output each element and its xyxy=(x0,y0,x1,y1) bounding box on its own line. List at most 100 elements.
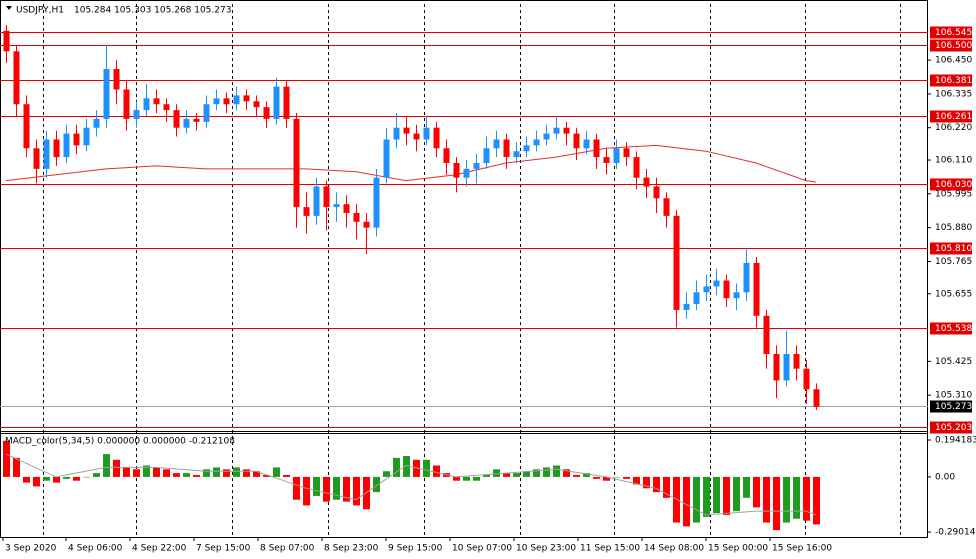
macd-bar xyxy=(313,476,320,496)
candle-body xyxy=(423,127,430,140)
level-tag xyxy=(930,421,972,434)
macd-bar xyxy=(153,467,160,477)
macd-bar xyxy=(253,471,260,477)
candle-body xyxy=(593,139,600,158)
candle-body xyxy=(413,133,420,140)
macd-bar xyxy=(733,476,740,512)
macd-y-tick-label: 0.194183 xyxy=(935,435,976,445)
candle-body xyxy=(513,151,520,158)
y-tick-label: 105.655 xyxy=(935,289,972,299)
candle-body xyxy=(233,95,240,105)
level-tag xyxy=(930,74,972,87)
candle-body xyxy=(763,315,770,355)
candle-body xyxy=(623,148,630,158)
macd-bar xyxy=(83,476,90,478)
candle-body xyxy=(313,186,320,216)
macd-bar xyxy=(593,476,600,479)
macd-bar xyxy=(703,476,710,517)
macd-bar xyxy=(453,476,460,481)
x-tick-label: 14 Sep 08:00 xyxy=(644,544,704,554)
level-tag xyxy=(930,242,972,255)
plot-frame xyxy=(0,0,928,538)
level-tag xyxy=(930,178,972,191)
candle-body xyxy=(813,389,820,407)
macd-bar xyxy=(283,475,290,477)
candle-body xyxy=(463,168,470,178)
macd-bar xyxy=(113,459,120,477)
macd-bar xyxy=(373,476,380,493)
macd-bar xyxy=(343,476,350,502)
quote: 105.284 105.303 105.268 105.273 xyxy=(74,6,231,16)
candle-body xyxy=(383,139,390,178)
x-tick-label: 3 Sep 2020 xyxy=(5,544,57,554)
candle-body xyxy=(783,354,790,381)
candle-body xyxy=(113,68,120,90)
macd-bar xyxy=(143,465,150,477)
macd-bar xyxy=(133,469,140,477)
level-tag xyxy=(930,26,972,39)
x-tick-label: 4 Sep 06:00 xyxy=(68,544,123,554)
y-tick-label: 105.995 xyxy=(935,189,972,199)
candle-body xyxy=(393,127,400,140)
x-tick-label: 4 Sep 22:00 xyxy=(132,544,187,554)
macd-bar xyxy=(303,476,310,506)
candle-body xyxy=(283,86,290,119)
candle-body xyxy=(493,139,500,149)
level-tag xyxy=(930,110,972,123)
macd-bar xyxy=(213,467,220,477)
macd-bar xyxy=(693,476,700,523)
macd-y-tick-label: -0.290149 xyxy=(935,528,976,538)
candle-body xyxy=(243,95,250,102)
x-tick-label: 7 Sep 15:00 xyxy=(196,544,251,554)
macd-bar xyxy=(583,473,590,477)
macd-bar xyxy=(403,455,410,477)
candle-body xyxy=(293,118,300,208)
candle-body xyxy=(263,107,270,119)
macd-bar xyxy=(263,475,270,477)
macd-bar xyxy=(463,476,470,481)
y-tick-label: 105.765 xyxy=(935,257,972,267)
candle-body xyxy=(603,157,610,163)
macd-bar xyxy=(13,457,20,477)
macd-bar xyxy=(563,469,570,477)
macd-bar xyxy=(293,476,300,500)
y-tick-label: 106.220 xyxy=(935,123,972,133)
macd-bar xyxy=(433,465,440,477)
candle-body xyxy=(453,162,460,178)
candle-body xyxy=(753,262,760,316)
candle-body xyxy=(133,110,140,119)
candle-body xyxy=(563,127,570,134)
candle-body xyxy=(183,118,190,128)
macd-bar xyxy=(473,476,480,481)
macd-bar xyxy=(803,476,810,521)
macd-bar xyxy=(713,476,720,514)
x-tick-label: 15 Sep 16:00 xyxy=(772,544,832,554)
y-tick-label: 106.110 xyxy=(935,156,972,166)
price-label: 105.273 xyxy=(935,402,972,412)
level-label: 106.500 xyxy=(935,41,972,51)
macd-bar xyxy=(603,476,610,481)
candle-body xyxy=(103,68,110,119)
macd-bar xyxy=(813,476,820,525)
candle-body xyxy=(433,127,440,149)
level-label: 105.538 xyxy=(935,324,972,334)
candle-body xyxy=(323,186,330,208)
x-tick-label: 15 Sep 00:00 xyxy=(708,544,768,554)
candle-body xyxy=(733,292,740,299)
macd-signal xyxy=(5,453,817,516)
candle-body xyxy=(83,127,90,146)
candle-body xyxy=(443,148,450,163)
macd-bar xyxy=(93,473,100,477)
macd-bar xyxy=(223,469,230,477)
candle-body xyxy=(53,139,60,158)
candle-body xyxy=(503,139,510,158)
y-tick-label: 105.425 xyxy=(935,357,972,367)
macd-bar xyxy=(163,469,170,477)
price-tag xyxy=(930,400,972,413)
candle-body xyxy=(213,98,220,105)
candle-body xyxy=(3,30,10,52)
candle-body xyxy=(653,186,660,199)
level-label: 106.381 xyxy=(935,76,972,86)
candle-body xyxy=(643,177,650,187)
